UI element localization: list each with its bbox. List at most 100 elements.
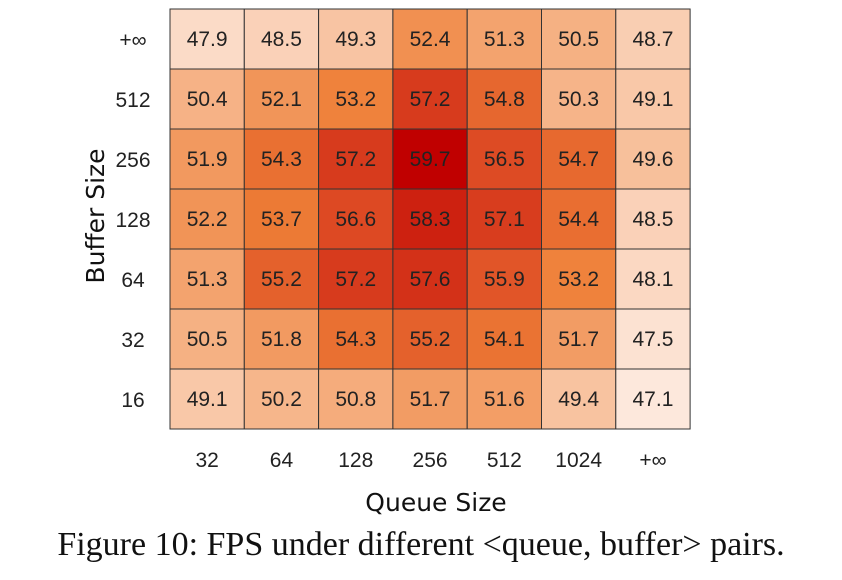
x-tick-label: 128 — [338, 449, 373, 472]
heatmap-cell — [318, 248, 394, 310]
y-tick-label: 256 — [115, 149, 150, 172]
heatmap-cell-value: 58.3 — [410, 208, 451, 231]
heatmap-cell — [169, 248, 245, 310]
heatmap-cell-value: 51.8 — [261, 328, 302, 351]
heatmap-cell-value: 51.7 — [558, 328, 599, 351]
heatmap-cell-value: 48.5 — [261, 28, 302, 51]
heatmap-cell-value: 49.6 — [633, 148, 674, 171]
heatmap-cell — [169, 68, 245, 130]
heatmap-cell — [541, 128, 617, 190]
heatmap-cell-value: 50.2 — [261, 388, 302, 411]
heatmap-cell — [615, 368, 691, 430]
heatmap-cell — [615, 308, 691, 370]
fps-heatmap-chart: 47.9 48.5 49.3 52.4 51.3 50.5 48.7 50.4 52.1 53.2… — [81, 8, 691, 517]
heatmap-cell-value: 48.7 — [633, 28, 674, 51]
heatmap-cell-value: 48.1 — [633, 268, 674, 291]
x-axis-ticks: 32 64 128 256 512 1024 +∞ — [195, 449, 666, 472]
heatmap-cell-value: 56.6 — [335, 208, 376, 231]
heatmap-cell — [615, 68, 691, 130]
heatmap-cell-value: 54.8 — [484, 88, 525, 111]
heatmap-cell-value: 54.7 — [558, 148, 599, 171]
heatmap-cell — [541, 8, 617, 70]
heatmap-cell-value: 52.2 — [187, 208, 228, 231]
heatmap-cell-value: 48.5 — [633, 208, 674, 231]
heatmap-cell-value: 49.1 — [187, 388, 228, 411]
heatmap-cell-value: 57.2 — [410, 88, 451, 111]
heatmap-cell-value: 49.4 — [558, 388, 599, 411]
heatmap-cell-value: 52.4 — [410, 28, 451, 51]
x-tick-label: 64 — [270, 449, 294, 472]
heatmap-cell-value: 47.1 — [633, 388, 674, 411]
heatmap-cell-value: 51.3 — [187, 268, 228, 291]
x-tick-label: +∞ — [639, 449, 666, 472]
x-tick-label: 256 — [413, 449, 448, 472]
heatmap-cell-value: 50.4 — [187, 88, 228, 111]
heatmap-cell — [243, 188, 320, 250]
heatmap-cell-value: 53.2 — [558, 268, 599, 291]
heatmap-cell-value: 49.3 — [335, 28, 376, 51]
heatmap-cell-value: 54.3 — [261, 148, 302, 171]
heatmap-cell-value: 52.1 — [261, 88, 302, 111]
heatmap-cell — [318, 8, 394, 70]
y-axis-ticks: +∞ 512 256 128 64 32 16 — [115, 29, 150, 412]
heatmap-cell-value: 50.5 — [558, 28, 599, 51]
heatmap-cell — [392, 128, 468, 190]
heatmap-cell-value: 55.2 — [261, 268, 302, 291]
heatmap-cell — [169, 188, 245, 250]
heatmap-cell-value: 54.3 — [335, 328, 376, 351]
heatmap-cell — [466, 128, 543, 190]
heatmap-cell — [169, 308, 245, 370]
y-tick-label: 128 — [115, 209, 150, 232]
heatmap-cell-value: 55.9 — [484, 268, 525, 291]
heatmap-cell — [169, 8, 245, 70]
heatmap-cell-value: 51.6 — [484, 388, 525, 411]
heatmap-cell-value: 49.1 — [633, 88, 674, 111]
heatmap-cell-value: 56.5 — [484, 148, 525, 171]
heatmap-cell-value: 53.7 — [261, 208, 302, 231]
heatmap-cell-value: 47.5 — [633, 328, 674, 351]
heatmap-cell-value: 57.2 — [335, 148, 376, 171]
figure-caption: Figure 10: FPS under different <queue, b… — [57, 526, 785, 563]
heatmap-cell — [318, 368, 394, 430]
y-tick-label: +∞ — [119, 29, 146, 52]
heatmap-cell-value: 53.2 — [335, 88, 376, 111]
heatmap-cell-value: 54.4 — [558, 208, 599, 231]
heatmap-cell-value: 47.9 — [187, 28, 228, 51]
heatmap-cell — [466, 308, 543, 370]
heatmap-cell — [243, 128, 320, 190]
heatmap-cell — [392, 368, 468, 430]
heatmap-cell — [615, 188, 691, 250]
heatmap-cell — [466, 368, 543, 430]
heatmap-cell-value: 57.1 — [484, 208, 525, 231]
heatmap-cell — [615, 128, 691, 190]
heatmap-cell — [392, 8, 468, 70]
heatmap-cell — [541, 368, 617, 430]
heatmap-cell-value: 51.3 — [484, 28, 525, 51]
y-tick-label: 64 — [121, 269, 145, 292]
y-tick-label: 32 — [121, 329, 144, 352]
x-axis-title: Queue Size — [365, 488, 506, 517]
heatmap-cell — [169, 368, 245, 430]
heatmap-cell — [541, 188, 617, 250]
heatmap-cell-value: 54.1 — [484, 328, 525, 351]
heatmap-cell-value: 59.7 — [410, 148, 451, 171]
y-axis-title: Buffer Size — [81, 148, 110, 283]
heatmap-cell-value: 50.5 — [187, 328, 228, 351]
heatmap-cell — [318, 128, 394, 190]
heatmap-cell-value: 50.3 — [558, 88, 599, 111]
heatmap-cell — [243, 8, 320, 70]
x-tick-label: 1024 — [555, 449, 602, 472]
y-tick-label: 512 — [115, 89, 150, 112]
heatmap-cell-value: 51.9 — [187, 148, 228, 171]
heatmap-cells: 47.9 48.5 49.3 52.4 51.3 50.5 48.7 50.4 52.1 53.2… — [169, 8, 691, 430]
heatmap-cell — [466, 68, 543, 130]
heatmap-cell — [318, 308, 394, 370]
heatmap-cell — [243, 308, 320, 370]
x-tick-label: 32 — [195, 449, 218, 472]
heatmap-cell-value: 51.7 — [410, 388, 451, 411]
x-tick-label: 512 — [487, 449, 522, 472]
heatmap-cell — [392, 188, 468, 250]
heatmap-cell — [318, 68, 394, 130]
heatmap-cell-value: 55.2 — [410, 328, 451, 351]
heatmap-cell — [392, 308, 468, 370]
